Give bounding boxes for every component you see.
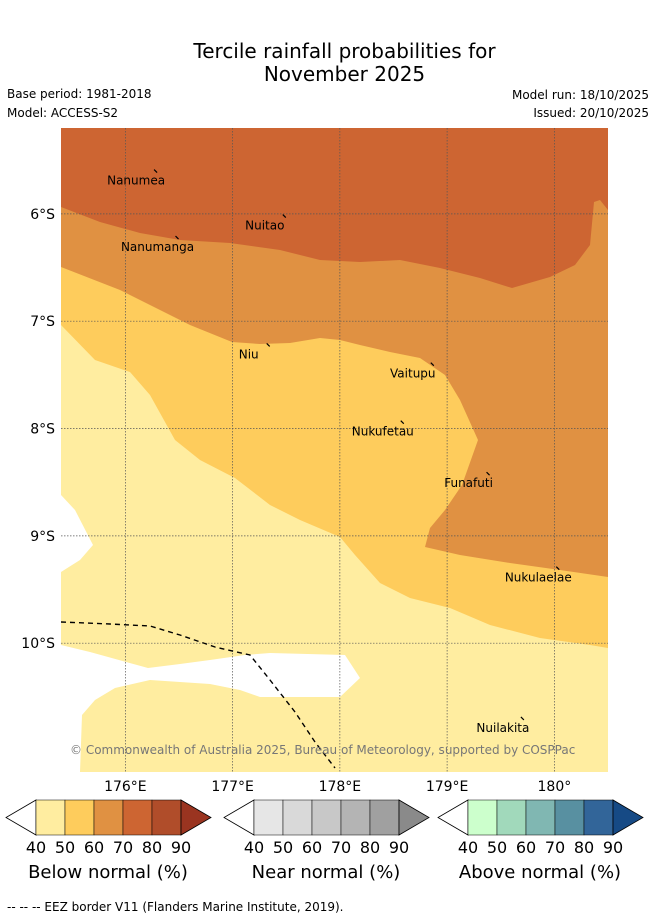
colorbar-tick-label: 60 xyxy=(84,838,104,857)
colorbar-tick-label: 50 xyxy=(55,838,75,857)
place-label: Funafuti xyxy=(444,476,493,490)
colorbar-tick-label: 60 xyxy=(516,838,536,857)
island-mark xyxy=(400,420,405,425)
axis-tick-labels: 176°E 177°E 178°E 179°E 180° 6°S 7°S 8°S 9°S 10°S xyxy=(21,207,571,795)
y-tick-label: 7°S xyxy=(30,314,55,330)
y-tick-label: 10°S xyxy=(21,636,55,652)
x-tick-label: 176°E xyxy=(104,779,147,795)
island-mark xyxy=(555,566,560,571)
graticule xyxy=(61,128,608,772)
colorbar-segment xyxy=(369,799,400,836)
colorbar-segment xyxy=(496,799,527,836)
colorbar-over-extension xyxy=(398,799,430,836)
colorbar-under-extension xyxy=(223,799,255,836)
place-label: Nanumanga xyxy=(121,240,194,254)
colorbar-tick-label: 80 xyxy=(360,838,380,857)
colorbar-tick-label: 90 xyxy=(389,838,409,857)
colorbar-tick-label: 90 xyxy=(171,838,191,857)
above-normal-unit: (%) xyxy=(589,862,622,883)
colorbar-segment xyxy=(35,799,66,836)
x-tick-label: 178°E xyxy=(319,779,362,795)
colorbar-segment xyxy=(554,799,585,836)
colorbar-over-extension xyxy=(612,799,644,836)
above-normal-label: Above normal (%) xyxy=(432,862,648,883)
colorbar-tick-label: 40 xyxy=(244,838,264,857)
x-tick-label: 179°E xyxy=(426,779,469,795)
colorbar-tick-label: 70 xyxy=(545,838,565,857)
eez-footnote: -- -- -- EEZ border V11 (Flanders Marine… xyxy=(7,900,344,914)
chart-title-line2: November 2025 xyxy=(263,62,426,86)
place-label: Nukulaelae xyxy=(505,571,572,585)
eez-border xyxy=(60,621,336,769)
colorbar-segment xyxy=(525,799,556,836)
copyright-note: © Commonwealth of Australia 2025, Bureau… xyxy=(70,743,575,757)
colorbar-under-extension xyxy=(437,799,469,836)
colorbar-tick-label: 70 xyxy=(113,838,133,857)
island-mark xyxy=(486,471,490,476)
colorbar-tick-label: 90 xyxy=(603,838,623,857)
below-normal-name: Below normal xyxy=(28,862,152,883)
colorbar-segment xyxy=(282,799,313,836)
place-label: Nuilakita xyxy=(476,721,529,735)
near-normal-label: Near normal (%) xyxy=(218,862,434,883)
base-period: Base period: 1981-2018 xyxy=(7,87,152,101)
near-normal-unit: (%) xyxy=(369,862,401,883)
place-label: Nanumea xyxy=(107,174,165,188)
colorbar-segment xyxy=(467,799,498,836)
colorbar-segment xyxy=(64,799,95,836)
white-area-west xyxy=(61,495,93,572)
island-mark xyxy=(282,214,287,219)
chart-title: Tercile rainfall probabilities for Novem… xyxy=(0,40,655,86)
y-tick-label: 9°S xyxy=(30,529,55,545)
colorbar-segment xyxy=(340,799,371,836)
colorbar-tick-label: 80 xyxy=(142,838,162,857)
place-label: Nukufetau xyxy=(352,425,414,439)
colorbar-tick-label: 50 xyxy=(273,838,293,857)
colorbar-tick-label: 50 xyxy=(487,838,507,857)
below-normal-label: Below normal (%) xyxy=(0,862,216,883)
region-below-70-80 xyxy=(61,128,608,288)
colorbar-segment xyxy=(93,799,124,836)
model-run: Model run: 18/10/2025 xyxy=(511,88,649,102)
colorbar-segment xyxy=(122,799,153,836)
chart-title-line1: Tercile rainfall probabilities for xyxy=(193,39,496,63)
island-mark xyxy=(430,362,435,367)
near-normal-name: Near normal xyxy=(251,862,364,883)
colorbar-over-extension xyxy=(180,799,212,836)
colorbar-segment xyxy=(311,799,342,836)
colorbar-tick-label: 80 xyxy=(574,838,594,857)
colorbar-tick-label: 40 xyxy=(458,838,478,857)
below-normal-unit: (%) xyxy=(156,862,188,883)
colorbar-under-extension xyxy=(5,799,37,836)
issued-date: Issued: 20/10/2025 xyxy=(533,106,649,120)
island-mark xyxy=(266,342,271,347)
island-mark xyxy=(520,716,525,721)
white-area-south xyxy=(61,645,360,772)
colorbar-tick-label: 70 xyxy=(331,838,351,857)
y-tick-label: 8°S xyxy=(30,422,55,438)
place-labels: Nanumea Nuitao Nanumanga Niu Vaitupu Nukufeta… xyxy=(107,169,572,735)
place-label: Vaitupu xyxy=(390,367,436,381)
colorbars: 40 50 60 70 80 90 40 50 60 70 80 90 40 50 60 70 80 90 xyxy=(5,799,644,857)
island-mark xyxy=(153,169,158,173)
place-label: Niu xyxy=(239,347,259,361)
colorbar-tick-label: 40 xyxy=(26,838,46,857)
colorbar-segment xyxy=(151,799,182,836)
x-tick-label: 177°E xyxy=(211,779,254,795)
x-tick-label: 180° xyxy=(538,779,572,795)
colorbar-tick-label: 60 xyxy=(302,838,322,857)
island-mark xyxy=(175,235,179,240)
colorbar-segment xyxy=(583,799,614,836)
colorbar-segment xyxy=(253,799,284,836)
above-normal-name: Above normal xyxy=(458,862,585,883)
y-tick-label: 6°S xyxy=(30,207,55,223)
model-name: Model: ACCESS-S2 xyxy=(7,106,119,120)
place-label: Nuitao xyxy=(245,219,284,233)
